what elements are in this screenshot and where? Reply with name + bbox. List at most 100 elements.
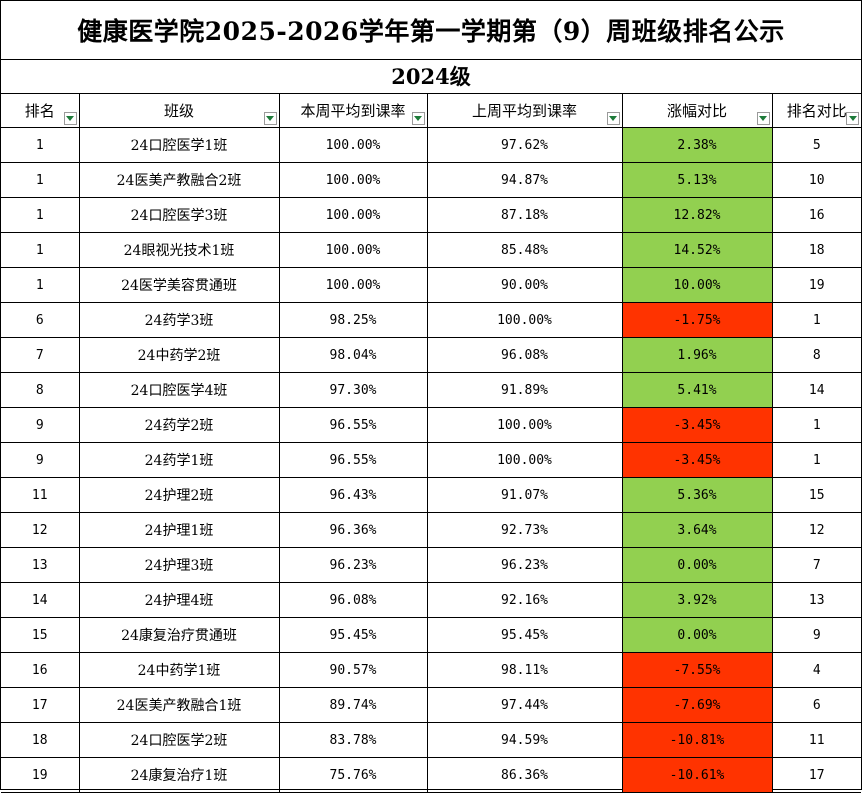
cell-class: 24药学1班 <box>78 442 280 478</box>
cell-change: 0.00% <box>621 547 773 583</box>
filter-dropdown-icon[interactable] <box>756 112 770 125</box>
cell-rank: 16 <box>1 652 80 688</box>
cell-rank-compare: 8 <box>771 337 861 373</box>
cell-class: 24眼视光技术1班 <box>78 232 280 268</box>
header-rank-compare-label: 排名对比 <box>786 102 847 120</box>
cell-rank: 15 <box>1 617 80 653</box>
cell-rank-compare: 15 <box>771 477 861 513</box>
cell-rank: 6 <box>1 302 80 338</box>
cell-change: 3.64% <box>621 512 773 548</box>
cell-rank: 8 <box>1 372 80 408</box>
cell-change: -10.61% <box>621 757 773 793</box>
cell-last-week: 91.89% <box>426 372 623 408</box>
cell-change: -3.45% <box>621 442 773 478</box>
cell-change: 2.38% <box>621 127 773 163</box>
cell-this-week: 83.78% <box>278 722 428 758</box>
table-row: 13 24护理3班 96.23% 96.23% 0.00% 7 <box>1 547 861 583</box>
cell-rank-compare: 7 <box>771 547 861 583</box>
cell-class: 24康复治疗贯通班 <box>78 617 280 653</box>
cell-this-week: 95.45% <box>278 617 428 653</box>
cell-class: 24口腔医学1班 <box>78 127 280 163</box>
table-row: 11 24护理2班 96.43% 91.07% 5.36% 15 <box>1 477 861 513</box>
cell-this-week: 98.04% <box>278 337 428 373</box>
cell-last-week: 96.08% <box>426 337 623 373</box>
cell-class: 24口腔医学2班 <box>78 722 280 758</box>
cell-this-week: 96.23% <box>278 547 428 583</box>
cell-this-week: 100.00% <box>278 127 428 163</box>
cell-change: -10.81% <box>621 722 773 758</box>
cell-last-week: 97.44% <box>426 687 623 723</box>
cell-change: 0.00% <box>621 617 773 653</box>
table-row: 19 24康复治疗1班 75.76% 86.36% -10.61% 17 <box>1 757 861 793</box>
table-row: 1 24眼视光技术1班 100.00% 85.48% 14.52% 18 <box>1 232 861 268</box>
cell-this-week: 96.36% <box>278 512 428 548</box>
cell-this-week: 89.74% <box>278 687 428 723</box>
cell-class: 24药学3班 <box>78 302 280 338</box>
filter-dropdown-icon[interactable] <box>63 112 77 125</box>
cell-change: -7.55% <box>621 652 773 688</box>
cell-last-week: 92.16% <box>426 582 623 618</box>
cell-class: 24护理4班 <box>78 582 280 618</box>
cell-rank-compare: 10 <box>771 162 861 198</box>
cell-class: 24药学2班 <box>78 407 280 443</box>
cell-rank-compare: 1 <box>771 407 861 443</box>
cell-this-week: 96.55% <box>278 407 428 443</box>
header-rank: 排名 <box>1 93 80 128</box>
cell-this-week: 96.08% <box>278 582 428 618</box>
table-row: 1 24医学美容贯通班 100.00% 90.00% 10.00% 19 <box>1 267 861 303</box>
table-row: 9 24药学1班 96.55% 100.00% -3.45% 1 <box>1 442 861 478</box>
cell-class: 24医美产教融合1班 <box>78 687 280 723</box>
header-this-week-label: 本周平均到课率 <box>300 102 406 120</box>
cell-rank-compare: 12 <box>771 512 861 548</box>
cell-this-week: 100.00% <box>278 162 428 198</box>
table-row: 9 24药学2班 96.55% 100.00% -3.45% 1 <box>1 407 861 443</box>
cell-rank: 14 <box>1 582 80 618</box>
cell-last-week: 100.00% <box>426 442 623 478</box>
header-change: 涨幅对比 <box>621 93 773 128</box>
cell-last-week: 90.00% <box>426 267 623 303</box>
table-row: 1 24口腔医学3班 100.00% 87.18% 12.82% 16 <box>1 197 861 233</box>
cell-last-week: 97.62% <box>426 127 623 163</box>
cell-change: 12.82% <box>621 197 773 233</box>
cell-change: 3.92% <box>621 582 773 618</box>
cell-rank: 9 <box>1 442 80 478</box>
table-row: 1 24口腔医学1班 100.00% 97.62% 2.38% 5 <box>1 127 861 163</box>
cell-last-week: 86.36% <box>426 757 623 793</box>
cell-change: 1.96% <box>621 337 773 373</box>
cell-rank: 1 <box>1 162 80 198</box>
header-last-week-label: 上周平均到课率 <box>471 102 577 120</box>
cell-last-week: 100.00% <box>426 302 623 338</box>
table-row: 12 24护理1班 96.36% 92.73% 3.64% 12 <box>1 512 861 548</box>
cell-rank: 1 <box>1 267 80 303</box>
header-row: 排名 班级 本周平均到课率 上周平均到课率 涨幅对比 <box>1 93 861 128</box>
ranking-table: 排名 班级 本周平均到课率 上周平均到课率 涨幅对比 <box>1 93 861 793</box>
cell-change: -1.75% <box>621 302 773 338</box>
cell-change: 14.52% <box>621 232 773 268</box>
cell-this-week: 100.00% <box>278 267 428 303</box>
cell-last-week: 94.59% <box>426 722 623 758</box>
cell-this-week: 97.30% <box>278 372 428 408</box>
cell-change: 5.36% <box>621 477 773 513</box>
table-row: 1 24医美产教融合2班 100.00% 94.87% 5.13% 10 <box>1 162 861 198</box>
cell-rank-compare: 13 <box>771 582 861 618</box>
filter-dropdown-icon[interactable] <box>606 112 620 125</box>
cell-rank: 19 <box>1 757 80 793</box>
sheet-title: 健康医学院2025-2026学年第一学期第（9）周班级排名公示 <box>1 1 861 60</box>
cell-last-week: 95.45% <box>426 617 623 653</box>
cell-change: -7.69% <box>621 687 773 723</box>
header-last-week: 上周平均到课率 <box>426 93 623 128</box>
cell-this-week: 96.43% <box>278 477 428 513</box>
cell-rank: 1 <box>1 127 80 163</box>
table-row: 18 24口腔医学2班 83.78% 94.59% -10.81% 11 <box>1 722 861 758</box>
table-row: 7 24中药学2班 98.04% 96.08% 1.96% 8 <box>1 337 861 373</box>
header-this-week: 本周平均到课率 <box>278 93 428 128</box>
filter-dropdown-icon[interactable] <box>846 112 859 125</box>
cell-rank: 18 <box>1 722 80 758</box>
cell-last-week: 98.11% <box>426 652 623 688</box>
filter-dropdown-icon[interactable] <box>411 112 425 125</box>
cell-last-week: 100.00% <box>426 407 623 443</box>
filter-dropdown-icon[interactable] <box>263 112 277 125</box>
cell-last-week: 94.87% <box>426 162 623 198</box>
cell-rank: 13 <box>1 547 80 583</box>
cell-this-week: 98.25% <box>278 302 428 338</box>
